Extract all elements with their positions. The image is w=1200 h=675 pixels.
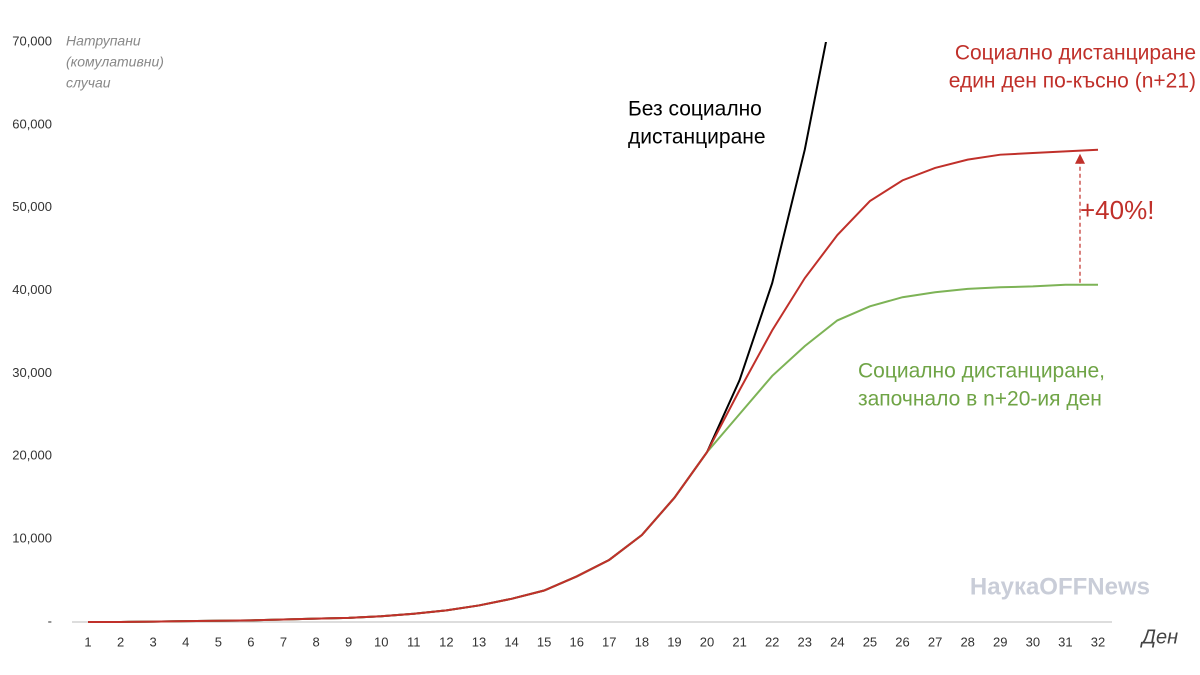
x-tick-label: 11 <box>407 634 421 649</box>
x-tick-label: 1 <box>84 634 91 649</box>
x-tick-label: 9 <box>345 634 352 649</box>
x-tick-label: 7 <box>280 634 287 649</box>
x-tick-label: 22 <box>765 634 779 649</box>
series-label: дистанциране <box>628 126 766 149</box>
y-tick-label: 40,000 <box>12 282 52 297</box>
series-label: Социално дистанциране <box>955 42 1196 65</box>
x-tick-label: 8 <box>312 634 319 649</box>
x-tick-label: 20 <box>700 634 714 649</box>
watermark: НаукаOFFNews <box>970 573 1150 600</box>
x-tick-label: 4 <box>182 634 189 649</box>
series-line <box>88 283 1098 623</box>
y-tick-label: 10,000 <box>12 531 52 546</box>
series-label: Без социално <box>628 98 762 121</box>
x-tick-label: 13 <box>472 634 486 649</box>
x-tick-label: 16 <box>569 634 583 649</box>
x-tick-label: 10 <box>374 634 388 649</box>
y-tick-label: - <box>48 613 52 628</box>
x-tick-label: 15 <box>537 634 551 649</box>
series-label: един ден по-късно (n+21) <box>949 70 1196 93</box>
x-tick-label: 32 <box>1091 634 1105 649</box>
x-tick-label: 19 <box>667 634 681 649</box>
series-label: започнало в n+20-ия ден <box>858 388 1102 411</box>
x-tick-label: 21 <box>732 634 746 649</box>
x-tick-label: 2 <box>117 634 124 649</box>
x-tick-label: 27 <box>928 634 942 649</box>
x-tick-label: 24 <box>830 634 844 649</box>
x-tick-label: 26 <box>895 634 909 649</box>
series-label: Социално дистанциране, <box>858 360 1105 383</box>
x-tick-label: 25 <box>863 634 877 649</box>
y-tick-label: 30,000 <box>12 365 52 380</box>
series-line <box>88 148 1099 623</box>
x-tick-label: 14 <box>504 634 518 649</box>
x-tick-label: 31 <box>1058 634 1072 649</box>
y-tick-label: 20,000 <box>12 448 52 463</box>
x-tick-label: 3 <box>150 634 157 649</box>
x-tick-label: 6 <box>247 634 254 649</box>
arrow-head <box>1075 153 1085 164</box>
x-tick-label: 23 <box>798 634 812 649</box>
x-tick-label: 30 <box>1026 634 1040 649</box>
y-tick-label: 50,000 <box>12 199 52 214</box>
x-axis-label: Ден <box>1140 626 1178 648</box>
x-tick-label: 18 <box>635 634 649 649</box>
x-tick-label: 29 <box>993 634 1007 649</box>
y-axis-label: (комулативни) <box>66 54 164 70</box>
x-tick-label: 5 <box>215 634 222 649</box>
y-tick-label: 70,000 <box>12 33 52 48</box>
y-axis-label: Натрупани <box>66 33 141 49</box>
series-line <box>88 42 827 623</box>
y-axis-label: случаи <box>66 75 111 91</box>
x-tick-label: 12 <box>439 634 453 649</box>
y-tick-label: 60,000 <box>12 116 52 131</box>
plot-area <box>88 42 1099 623</box>
x-tick-label: 28 <box>960 634 974 649</box>
annotation: +40%! <box>1080 195 1154 225</box>
x-tick-label: 17 <box>602 634 616 649</box>
